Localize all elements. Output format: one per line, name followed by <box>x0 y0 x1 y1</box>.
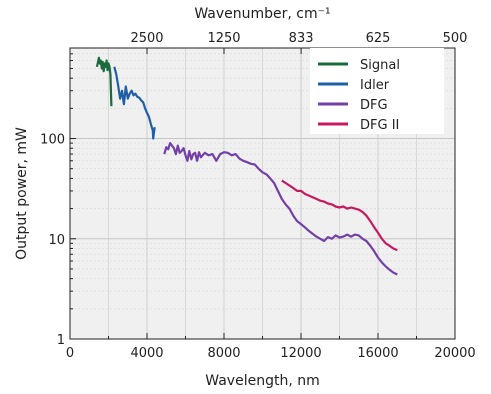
x-tick-label: 12000 <box>280 346 321 361</box>
top-tick-label: 1250 <box>207 31 240 46</box>
x-tick-label: 16000 <box>357 346 398 361</box>
y-tick-label: 10 <box>48 233 65 248</box>
top-tick-label: 500 <box>443 31 468 46</box>
legend-label: DFG II <box>360 118 399 133</box>
series-line-idler <box>113 66 156 140</box>
y-tick-label: 1 <box>57 333 65 348</box>
x-tick-label: 8000 <box>207 346 240 361</box>
y-axis-title: Output power, mW <box>14 127 30 260</box>
top-axis-title: Wavenumber, cm⁻¹ <box>194 6 330 22</box>
series-line-dfg-ii <box>281 179 398 252</box>
x-axis-title: Wavelength, nm <box>205 373 319 389</box>
legend-label: Idler <box>360 78 390 93</box>
top-tick-label: 833 <box>289 31 314 46</box>
x-tick-label: 0 <box>66 346 74 361</box>
x-tick-label: 4000 <box>130 346 163 361</box>
legend-box <box>310 48 444 134</box>
x-tick-label: 20000 <box>434 346 475 361</box>
series-line-dfg <box>163 142 398 276</box>
legend: Signal Idler DFG DFG II <box>310 48 444 134</box>
legend-label: DFG <box>360 98 388 113</box>
series-line-signal <box>95 56 113 107</box>
top-tick-label: 625 <box>366 31 391 46</box>
top-tick-label: 2500 <box>130 31 163 46</box>
axis-ticks: 0 4000 8000 12000 16000 20000 1 10 100 2500 1250 83… <box>40 31 476 361</box>
legend-label: Signal <box>360 58 400 73</box>
y-tick-label: 100 <box>40 133 65 148</box>
series-layer <box>95 56 398 276</box>
